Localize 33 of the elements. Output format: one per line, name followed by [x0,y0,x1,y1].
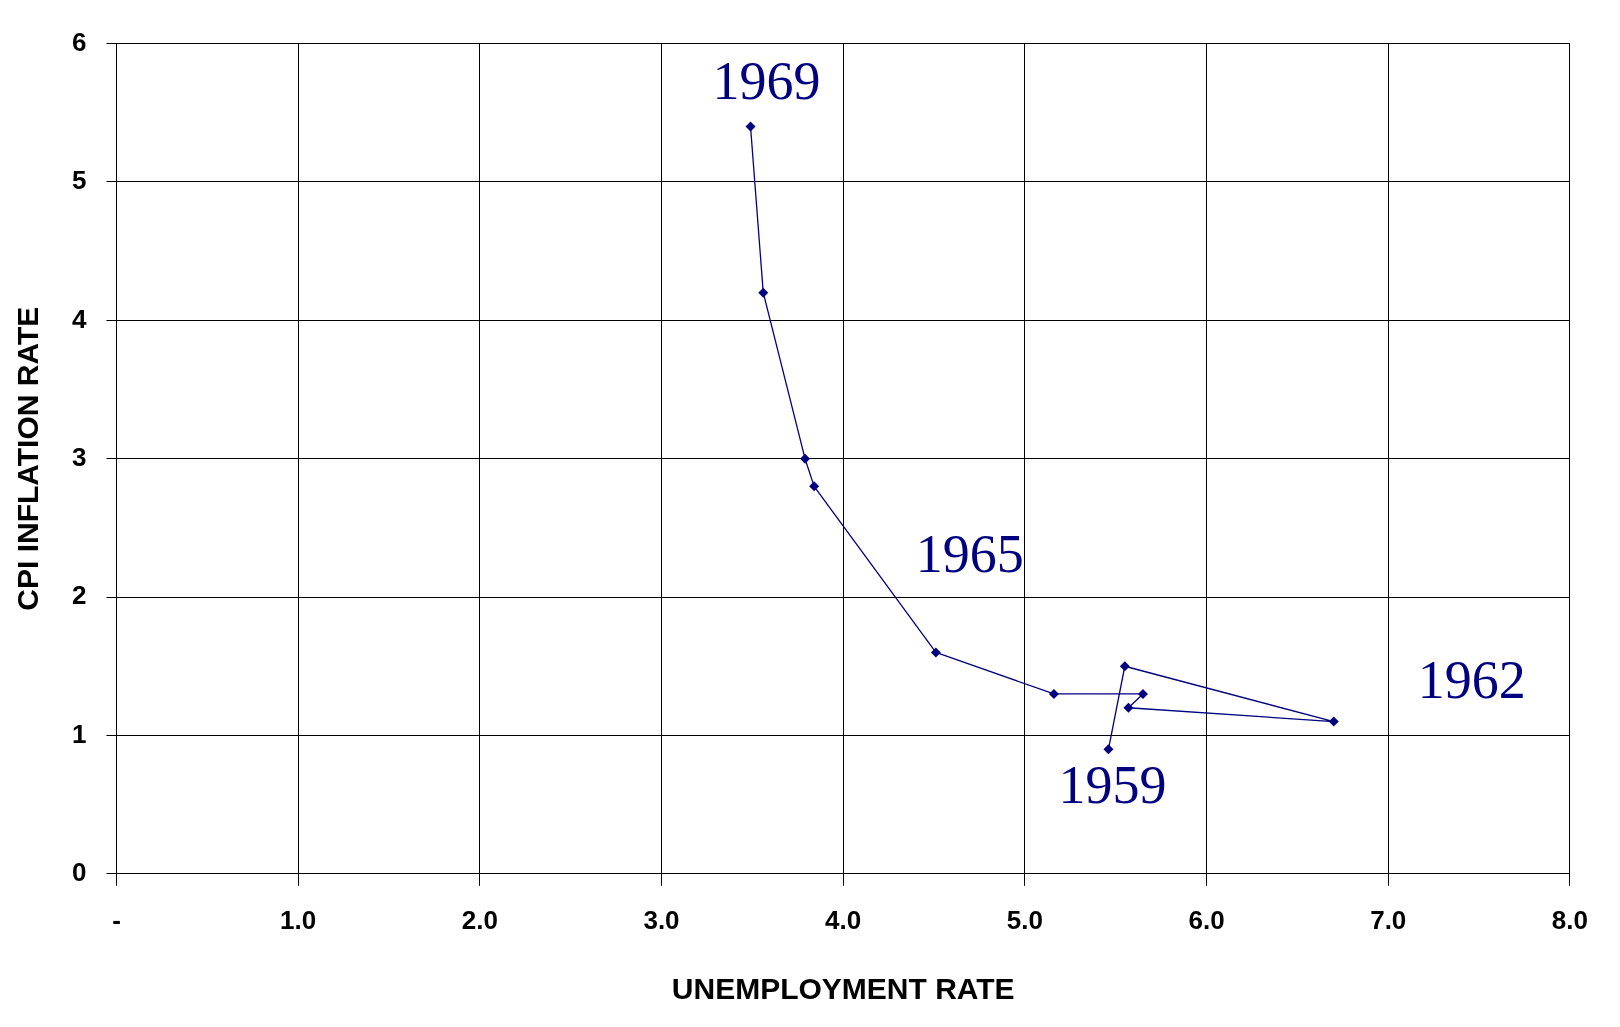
y-tick-label: 6 [71,26,87,57]
point [745,121,756,132]
y-axis-title: CPI INFLATION RATE [11,306,45,611]
y-tick-label: 1 [71,718,87,749]
x-tick-label: - [112,904,121,935]
point [930,647,941,658]
x-tick-label: 1.0 [280,904,317,935]
x-axis-title: UNEMPLOYMENT RATE [671,972,1015,1006]
point [800,453,811,464]
x-tick-label: 8.0 [1551,904,1589,935]
point [1328,716,1339,727]
x-tick-label: 7.0 [1370,904,1407,935]
y-tick-label: 0 [71,856,87,887]
x-tick-label: 2.0 [461,904,498,935]
y-tick-label: 2 [71,580,87,611]
y-tick-label: 3 [71,441,87,472]
x-tick-label: 3.0 [643,904,680,935]
point [1123,702,1134,713]
annotation: 1965 [915,523,1024,584]
point [758,287,769,298]
point [1103,744,1114,755]
annotation: 1959 [1058,755,1167,816]
annotation: 1969 [712,50,821,111]
y-tick-label: 5 [71,165,87,196]
x-tick-label: 5.0 [1006,904,1043,935]
x-tick-label: 4.0 [825,904,862,935]
annotation: 1962 [1417,649,1526,710]
point [1137,688,1148,699]
point [1119,661,1130,672]
x-tick-label: 6.0 [1188,904,1225,935]
point [809,481,820,492]
point [1048,688,1059,699]
y-tick-label: 4 [71,303,87,334]
